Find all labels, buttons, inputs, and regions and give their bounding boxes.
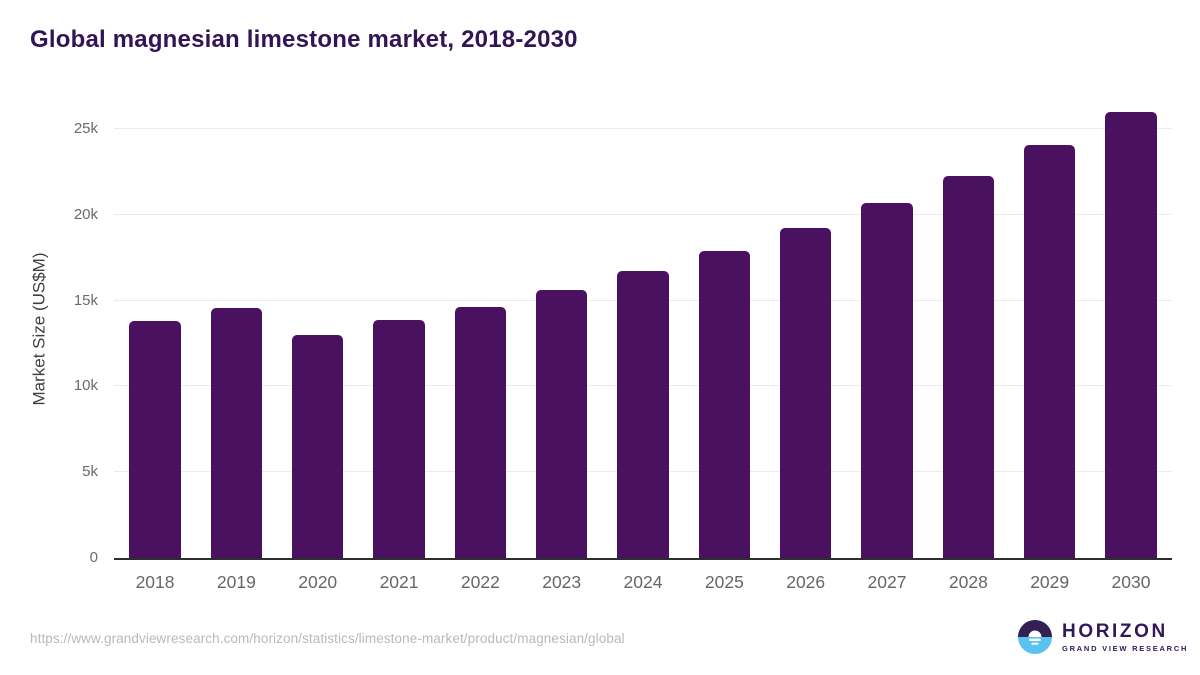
bar-2022	[454, 306, 507, 558]
x-tick-label-2028: 2028	[948, 572, 988, 592]
logo-text-block: HORIZON GRAND VIEW RESEARCH	[1062, 622, 1188, 653]
gridline-25k	[114, 128, 1172, 130]
bar-2020	[291, 335, 344, 558]
plot-area	[114, 100, 1172, 560]
x-tick-label-2023: 2023	[542, 572, 582, 592]
x-axis-labels: 2018 2019 2020 2021 2022 2023 2024 2025 2026 2027…	[114, 568, 1172, 596]
bar-2030	[1105, 112, 1157, 558]
logo-subtitle: GRAND VIEW RESEARCH	[1062, 643, 1189, 653]
bar-2025	[698, 250, 751, 558]
bar-2018	[129, 321, 181, 558]
source-url: https://www.grandviewresearch.com/horizo…	[30, 631, 625, 646]
chart-title: Global magnesian limestone market, 2018-…	[30, 26, 578, 53]
y-tick-label-15k: 15k	[73, 291, 98, 309]
x-tick-label-2019: 2019	[216, 572, 256, 592]
x-tick-label-2030: 2030	[1111, 572, 1151, 592]
y-tick-label-10k: 10k	[73, 377, 98, 395]
x-tick-label-2022: 2022	[460, 572, 500, 592]
x-tick-label-2018: 2018	[135, 572, 175, 592]
bar-2027	[861, 202, 913, 558]
bar-2029	[1023, 144, 1076, 558]
gridline-20k	[114, 213, 1172, 215]
x-tick-label-2020: 2020	[298, 572, 338, 592]
logo-name: HORIZON	[1062, 620, 1168, 642]
bar-2023	[535, 289, 588, 558]
x-tick-label-2024: 2024	[623, 572, 663, 592]
horizon-logo: HORIZON GRAND VIEW RESEARCH	[1018, 620, 1188, 654]
x-tick-label-2025: 2025	[704, 572, 744, 592]
y-tick-label-0: 0	[89, 549, 98, 566]
y-axis-ticks: 0 5k 10k 15k 20k 25k	[0, 100, 98, 566]
y-tick-label-25k: 25k	[73, 120, 98, 138]
horizon-logo-icon	[1018, 620, 1052, 654]
y-tick-label-20k: 20k	[73, 205, 98, 223]
x-tick-label-2029: 2029	[1030, 572, 1070, 592]
x-tick-label-2021: 2021	[379, 572, 419, 592]
bar-2028	[942, 176, 995, 558]
y-tick-label-5k: 5k	[82, 463, 98, 481]
bar-2021	[373, 319, 425, 558]
bar-2024	[617, 270, 669, 558]
x-tick-label-2026: 2026	[786, 572, 826, 592]
bar-2019	[210, 307, 263, 558]
bar-2026	[779, 227, 832, 558]
x-axis-line	[114, 558, 1172, 560]
x-tick-label-2027: 2027	[867, 572, 907, 592]
